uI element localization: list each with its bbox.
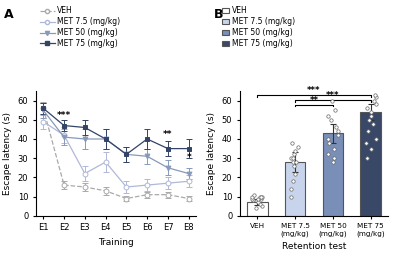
Point xyxy=(325,137,331,141)
Point xyxy=(293,160,300,164)
Point xyxy=(252,206,259,210)
Point xyxy=(258,197,264,201)
Point xyxy=(250,198,256,203)
Bar xyxy=(322,133,343,216)
Point xyxy=(372,93,378,97)
Point xyxy=(255,200,262,204)
Point xyxy=(368,114,374,118)
Text: **: ** xyxy=(163,130,173,139)
Point xyxy=(256,194,263,199)
Bar xyxy=(285,162,306,216)
Point xyxy=(291,148,298,153)
Point xyxy=(372,137,379,141)
Point xyxy=(331,147,337,151)
Point xyxy=(258,194,264,199)
Point xyxy=(295,145,302,149)
Point xyxy=(366,118,372,122)
Point xyxy=(248,194,255,199)
Point xyxy=(255,197,262,201)
Text: A: A xyxy=(4,8,14,21)
Y-axis label: Escape latency (s): Escape latency (s) xyxy=(3,112,12,195)
Point xyxy=(368,147,374,151)
Point xyxy=(329,99,336,103)
Point xyxy=(328,118,334,122)
Point xyxy=(290,160,296,164)
Point xyxy=(326,141,332,145)
Point xyxy=(288,141,295,145)
Text: ***: *** xyxy=(307,86,321,95)
Point xyxy=(373,102,379,107)
Point xyxy=(290,179,296,183)
Text: *: * xyxy=(186,153,191,162)
Point xyxy=(290,152,297,157)
Point xyxy=(365,129,371,133)
Point xyxy=(291,164,298,168)
Point xyxy=(335,133,341,137)
X-axis label: Training: Training xyxy=(98,238,134,247)
Point xyxy=(290,156,296,160)
Point xyxy=(362,141,369,145)
X-axis label: Retention test: Retention test xyxy=(282,243,346,251)
Point xyxy=(288,156,294,160)
Point xyxy=(249,197,255,201)
Legend: VEH, MET 7.5 (mg/kg), MET 50 (mg/kg), MET 75 (mg/kg): VEH, MET 7.5 (mg/kg), MET 50 (mg/kg), ME… xyxy=(222,6,295,48)
Point xyxy=(259,194,266,199)
Point xyxy=(370,122,376,126)
Point xyxy=(251,193,257,197)
Point xyxy=(371,99,377,103)
Text: **: ** xyxy=(310,96,318,105)
Point xyxy=(333,125,340,129)
Point xyxy=(256,202,263,206)
Point xyxy=(288,194,295,199)
Text: ***: *** xyxy=(57,111,71,120)
Bar xyxy=(360,112,381,216)
Point xyxy=(368,110,374,114)
Point xyxy=(292,172,298,176)
Point xyxy=(364,106,370,110)
Point xyxy=(373,95,379,99)
Point xyxy=(288,187,295,191)
Point xyxy=(250,198,256,203)
Legend: VEH, MET 7.5 (mg/kg), MET 50 (mg/kg), MET 75 (mg/kg): VEH, MET 7.5 (mg/kg), MET 50 (mg/kg), ME… xyxy=(40,6,120,48)
Point xyxy=(259,204,266,208)
Point xyxy=(331,156,337,160)
Text: ***: *** xyxy=(326,91,340,100)
Text: B: B xyxy=(214,8,224,21)
Point xyxy=(330,160,336,164)
Point xyxy=(363,156,370,160)
Y-axis label: Escape latency (s): Escape latency (s) xyxy=(207,112,216,195)
Point xyxy=(324,152,331,157)
Point xyxy=(325,114,332,118)
Bar xyxy=(247,202,268,216)
Point xyxy=(335,129,342,133)
Point xyxy=(332,108,338,112)
